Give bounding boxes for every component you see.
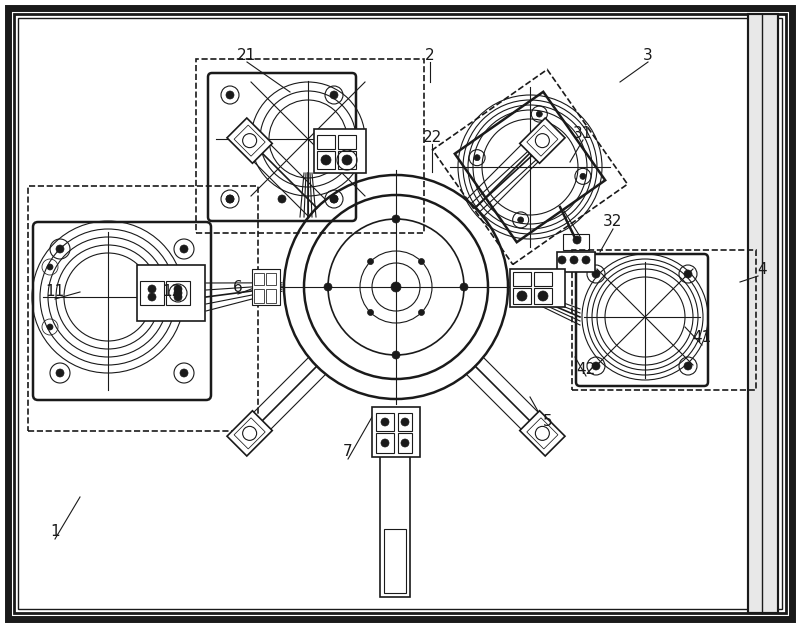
Bar <box>317 151 335 169</box>
Bar <box>314 129 366 173</box>
Circle shape <box>573 236 581 244</box>
Bar <box>254 289 264 303</box>
Bar <box>266 289 276 303</box>
Circle shape <box>226 195 234 203</box>
Bar <box>572 250 756 390</box>
Bar <box>398 413 412 431</box>
Circle shape <box>47 324 53 330</box>
Circle shape <box>474 155 480 161</box>
Circle shape <box>148 285 156 293</box>
Bar <box>266 273 276 285</box>
Text: 32: 32 <box>603 214 622 229</box>
Bar <box>28 186 258 431</box>
Bar <box>513 288 531 304</box>
Text: 21: 21 <box>238 48 257 63</box>
Bar <box>376 413 394 431</box>
Circle shape <box>460 283 468 291</box>
Bar <box>372 407 420 457</box>
Text: 3: 3 <box>643 48 653 63</box>
Text: 6: 6 <box>233 280 243 295</box>
Bar <box>534 272 552 286</box>
Bar <box>748 14 778 613</box>
Circle shape <box>226 195 234 203</box>
Bar <box>317 135 335 149</box>
Circle shape <box>392 215 400 223</box>
Circle shape <box>56 369 64 377</box>
Text: 11: 11 <box>46 285 65 300</box>
Circle shape <box>401 439 409 447</box>
Bar <box>338 151 356 169</box>
Circle shape <box>582 256 590 264</box>
Bar <box>557 252 595 272</box>
Circle shape <box>174 293 182 301</box>
Circle shape <box>401 418 409 426</box>
Bar <box>254 273 264 285</box>
Bar <box>196 59 424 233</box>
Text: 42: 42 <box>576 362 596 376</box>
Circle shape <box>418 258 425 265</box>
Text: 41: 41 <box>692 330 712 345</box>
Circle shape <box>174 285 182 293</box>
Text: 4: 4 <box>757 261 767 277</box>
Circle shape <box>324 283 332 291</box>
Bar <box>166 281 190 305</box>
Bar <box>534 288 552 304</box>
Circle shape <box>180 369 188 377</box>
Text: 2: 2 <box>425 48 435 63</box>
Bar <box>376 433 394 453</box>
Circle shape <box>580 173 586 179</box>
Text: 5: 5 <box>543 414 553 429</box>
Bar <box>513 272 531 286</box>
Text: 31: 31 <box>574 125 593 140</box>
Circle shape <box>148 293 156 301</box>
Text: 12: 12 <box>162 285 182 300</box>
Bar <box>338 135 356 149</box>
Bar <box>137 265 205 321</box>
Polygon shape <box>227 118 272 163</box>
Bar <box>384 529 406 593</box>
Circle shape <box>418 310 425 315</box>
Circle shape <box>592 270 600 278</box>
Circle shape <box>517 291 527 301</box>
Text: 7: 7 <box>343 445 353 460</box>
Circle shape <box>56 245 64 253</box>
Circle shape <box>392 351 400 359</box>
Bar <box>748 14 778 613</box>
Circle shape <box>47 264 53 270</box>
Bar <box>510 269 565 307</box>
Circle shape <box>180 245 188 253</box>
Bar <box>398 433 412 453</box>
Bar <box>563 234 589 250</box>
Circle shape <box>536 111 542 117</box>
Circle shape <box>391 282 401 292</box>
Circle shape <box>278 195 286 203</box>
Polygon shape <box>520 118 565 163</box>
Circle shape <box>381 418 389 426</box>
Circle shape <box>226 91 234 99</box>
Circle shape <box>558 256 566 264</box>
Circle shape <box>570 256 578 264</box>
Circle shape <box>381 439 389 447</box>
Circle shape <box>174 289 182 297</box>
Polygon shape <box>520 411 565 456</box>
Circle shape <box>330 91 338 99</box>
Polygon shape <box>227 411 272 456</box>
Circle shape <box>538 291 548 301</box>
Circle shape <box>321 155 331 165</box>
Circle shape <box>367 258 374 265</box>
Circle shape <box>684 362 692 370</box>
Circle shape <box>592 362 600 370</box>
Circle shape <box>684 270 692 278</box>
Circle shape <box>518 217 524 223</box>
Circle shape <box>367 310 374 315</box>
Text: 1: 1 <box>50 525 60 539</box>
Circle shape <box>342 155 352 165</box>
Bar <box>380 429 410 597</box>
Circle shape <box>330 195 338 203</box>
Bar <box>252 269 280 305</box>
Bar <box>140 281 164 305</box>
Circle shape <box>330 195 338 203</box>
Text: 22: 22 <box>422 130 442 144</box>
